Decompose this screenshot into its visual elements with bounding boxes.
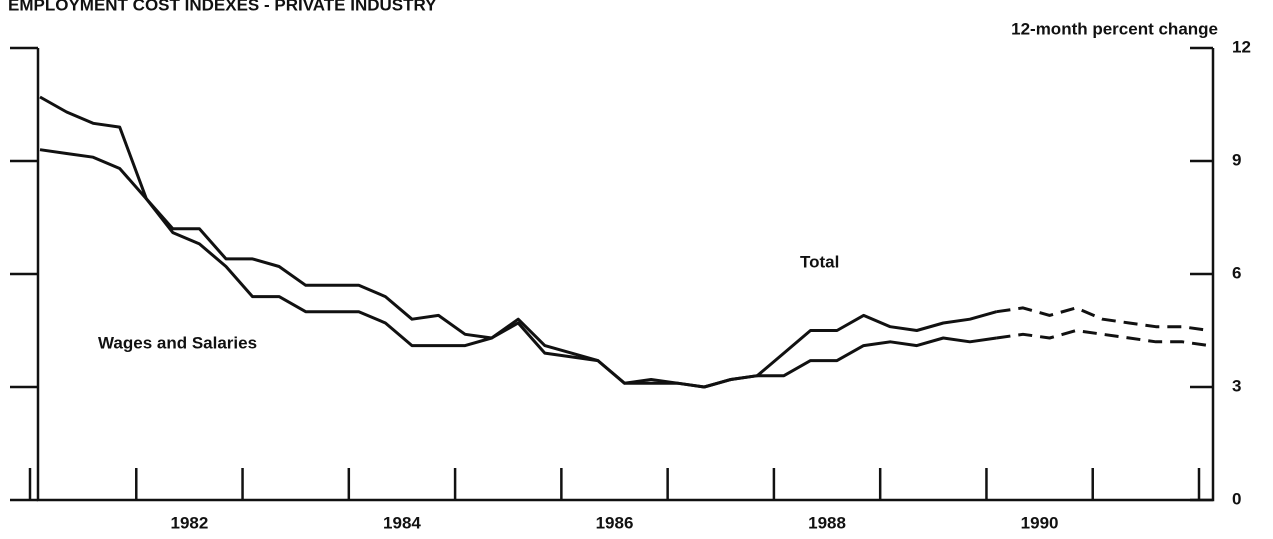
y-tick-label: 12 bbox=[1232, 37, 1251, 56]
series-line bbox=[39, 148, 997, 389]
axis-frame bbox=[36, 48, 1215, 502]
series-label: Total bbox=[800, 252, 839, 271]
y-axis-label: 12-month percent change bbox=[1011, 19, 1218, 38]
series-line bbox=[996, 306, 1210, 332]
y-tick-label: 0 bbox=[1232, 489, 1241, 508]
series-line bbox=[39, 95, 997, 389]
x-tick-label: 1990 bbox=[1021, 513, 1059, 532]
x-tick-label: 1982 bbox=[170, 513, 208, 532]
y-tick-label: 9 bbox=[1232, 150, 1241, 169]
y-tick-label: 6 bbox=[1232, 263, 1241, 282]
x-tick-label: 1988 bbox=[808, 513, 846, 532]
series-label: Wages and Salaries bbox=[98, 333, 257, 352]
chart-title: EMPLOYMENT COST INDEXES - PRIVATE INDUST… bbox=[8, 0, 437, 14]
x-tick-label: 1986 bbox=[596, 513, 634, 532]
x-tick-label: 1984 bbox=[383, 513, 421, 532]
series-line bbox=[996, 329, 1210, 348]
y-tick-label: 3 bbox=[1232, 376, 1241, 395]
